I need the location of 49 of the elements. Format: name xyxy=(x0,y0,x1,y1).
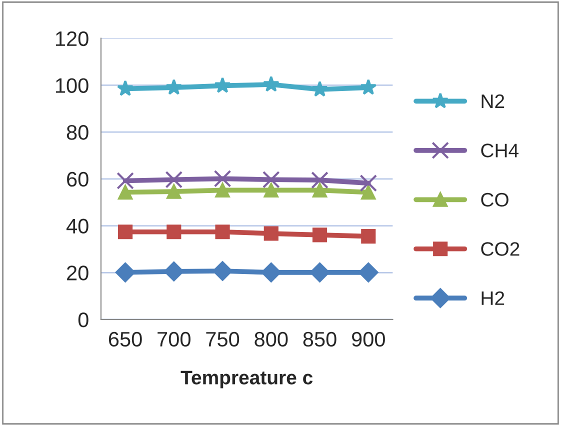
point xyxy=(312,182,328,198)
point xyxy=(361,229,376,244)
point xyxy=(118,184,133,200)
point xyxy=(166,184,182,199)
point xyxy=(214,76,231,93)
y-tick-label: 20 xyxy=(67,266,88,280)
point xyxy=(264,182,278,198)
point xyxy=(215,182,230,198)
point xyxy=(164,262,184,282)
y-tick-label: 0 xyxy=(78,312,88,328)
point xyxy=(115,262,136,282)
legend-label: H2 xyxy=(482,291,504,305)
point xyxy=(116,80,134,96)
point xyxy=(166,224,182,240)
point xyxy=(311,80,328,97)
point xyxy=(360,78,377,95)
point xyxy=(311,171,328,189)
y-tick-label: 60 xyxy=(67,172,88,187)
x-axis-title: Tempreature c xyxy=(180,370,313,388)
legend-label: CO xyxy=(481,192,508,207)
point xyxy=(361,184,376,200)
legend-label: CO2 xyxy=(481,242,520,256)
x-tick-label: 850 xyxy=(303,332,336,347)
point xyxy=(360,174,378,192)
y-tick-label: 120 xyxy=(56,31,88,46)
point xyxy=(261,262,282,282)
x-tick-label: 700 xyxy=(158,332,190,347)
x-tick-label: 750 xyxy=(206,332,240,347)
point xyxy=(116,172,134,190)
point xyxy=(358,262,378,282)
legend-label: N2 xyxy=(482,94,504,108)
x-tick-label: 800 xyxy=(254,332,288,347)
point xyxy=(214,170,232,188)
point xyxy=(262,170,280,188)
point xyxy=(212,261,232,281)
y-tick-label: 40 xyxy=(66,218,88,234)
point xyxy=(310,262,330,282)
legend-label: CH4 xyxy=(481,144,519,158)
point xyxy=(215,224,230,240)
point xyxy=(165,170,183,188)
point xyxy=(264,226,278,241)
y-tick-label: 80 xyxy=(66,125,88,140)
point xyxy=(312,228,328,242)
x-tick-label: 650 xyxy=(108,332,142,347)
point xyxy=(118,224,133,240)
y-tick-label: 100 xyxy=(56,78,88,93)
point xyxy=(262,76,280,92)
point xyxy=(166,78,182,95)
x-tick-label: 900 xyxy=(352,332,385,347)
